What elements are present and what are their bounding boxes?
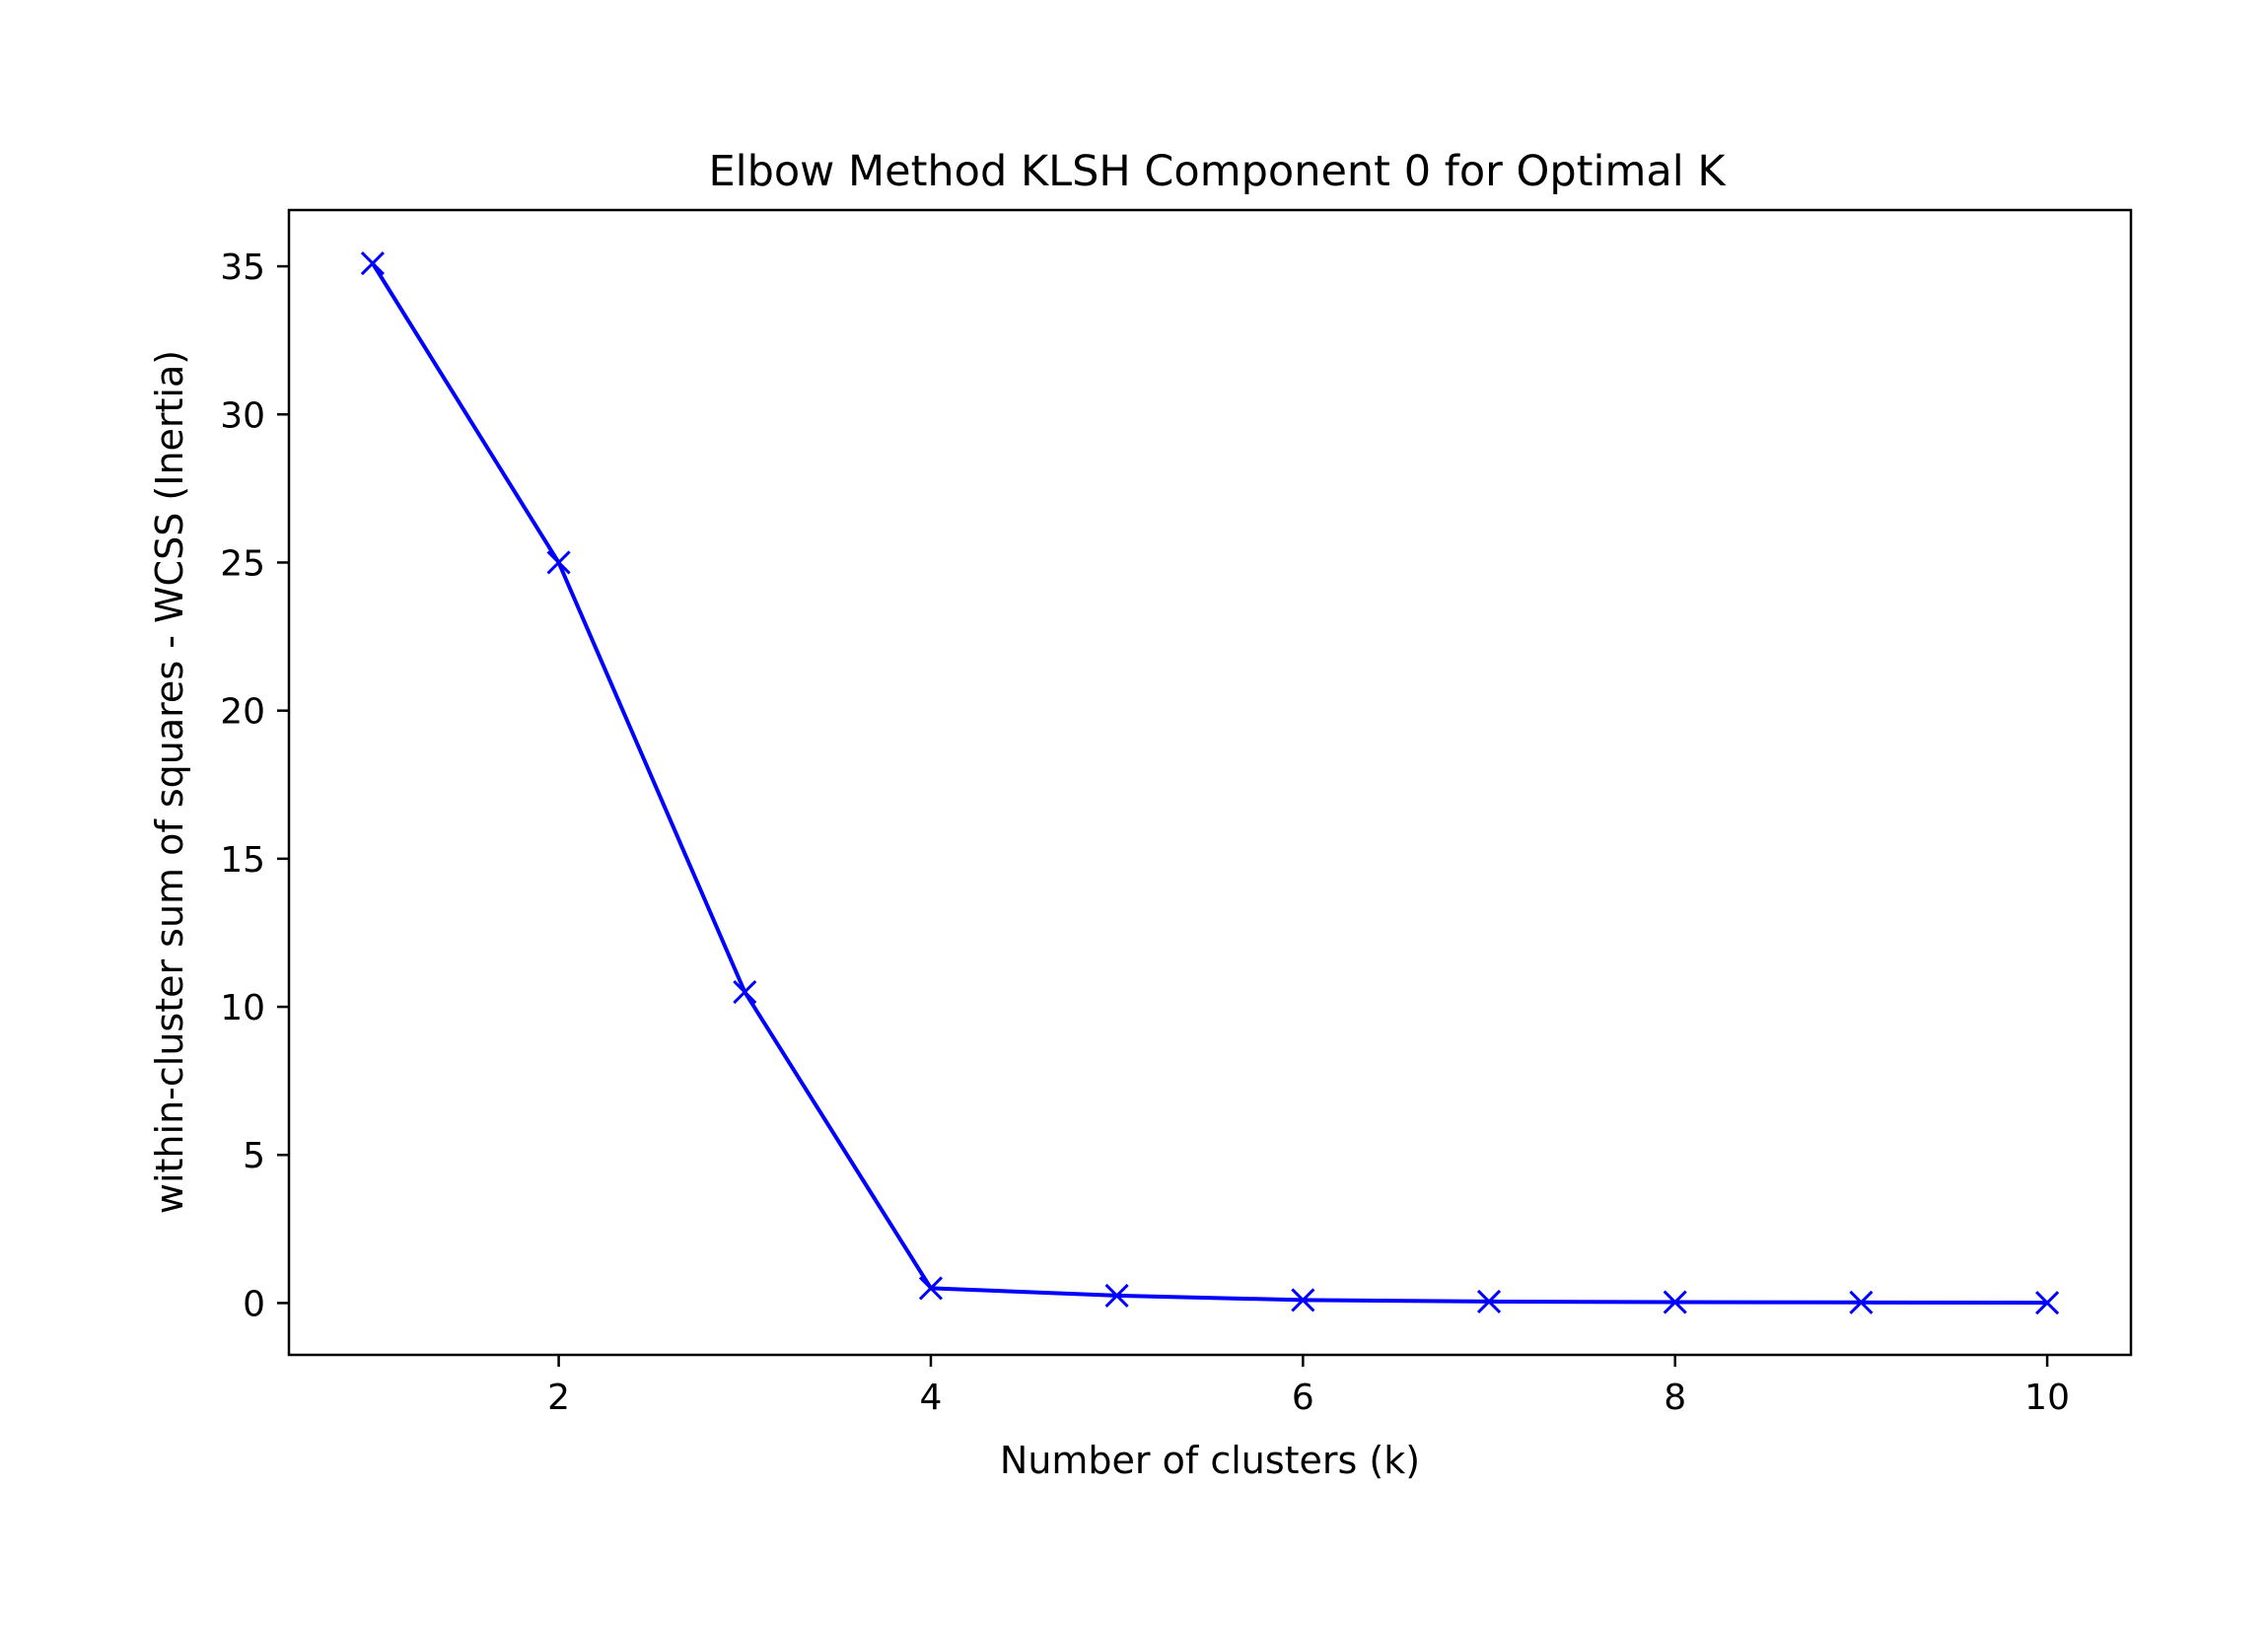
x-axis-label: Number of clusters (k) bbox=[1000, 1439, 1420, 1482]
data-point-marker bbox=[1476, 1289, 1502, 1313]
data-point-marker bbox=[918, 1276, 944, 1301]
data-point-marker bbox=[1663, 1290, 1687, 1314]
series-layer bbox=[360, 251, 2060, 1315]
data-point-marker bbox=[1849, 1290, 1874, 1314]
marker-stroke bbox=[546, 550, 571, 575]
marker-stroke bbox=[1104, 1283, 1129, 1308]
marker-stroke bbox=[918, 1276, 944, 1301]
marker-stroke bbox=[1291, 1288, 1315, 1312]
marker-stroke bbox=[2035, 1291, 2060, 1315]
x-axis: 2 4 6 8 10 bbox=[547, 1355, 2070, 1418]
marker-stroke bbox=[1476, 1289, 1502, 1313]
y-tick-label: 5 bbox=[243, 1136, 265, 1176]
x-tick-label: 8 bbox=[1664, 1378, 1686, 1418]
marker-stroke bbox=[360, 251, 385, 276]
y-tick-label: 15 bbox=[220, 840, 265, 881]
data-point-marker bbox=[733, 979, 757, 1005]
series-line bbox=[371, 262, 2048, 1306]
y-tick-label: 35 bbox=[220, 248, 265, 288]
x-tick-label: 4 bbox=[920, 1378, 943, 1418]
data-point-marker bbox=[1104, 1283, 1129, 1308]
plot-frame bbox=[287, 208, 2133, 1357]
y-tick-label: 30 bbox=[220, 395, 265, 436]
x-tick-label: 2 bbox=[547, 1378, 570, 1418]
data-point-marker bbox=[360, 251, 385, 276]
data-point-marker bbox=[546, 550, 571, 575]
y-tick-label: 20 bbox=[220, 692, 265, 733]
x-tick-label: 10 bbox=[2024, 1378, 2070, 1418]
y-axis: 0 5 10 15 20 25 30 35 bbox=[220, 248, 289, 1324]
y-tick-label: 10 bbox=[220, 988, 265, 1028]
x-tick-label: 6 bbox=[1292, 1378, 1314, 1418]
y-tick-label: 0 bbox=[243, 1284, 265, 1324]
marker-stroke bbox=[1663, 1290, 1687, 1314]
data-point-marker bbox=[2035, 1291, 2060, 1315]
y-axis-label: within-cluster sum of squares - WCSS (In… bbox=[148, 350, 191, 1214]
data-point-marker bbox=[1291, 1288, 1315, 1312]
marker-stroke bbox=[1849, 1290, 1874, 1314]
chart-title: Elbow Method KLSH Component 0 for Optima… bbox=[708, 147, 1727, 196]
marker-stroke bbox=[733, 979, 757, 1005]
y-tick-label: 25 bbox=[220, 543, 265, 584]
